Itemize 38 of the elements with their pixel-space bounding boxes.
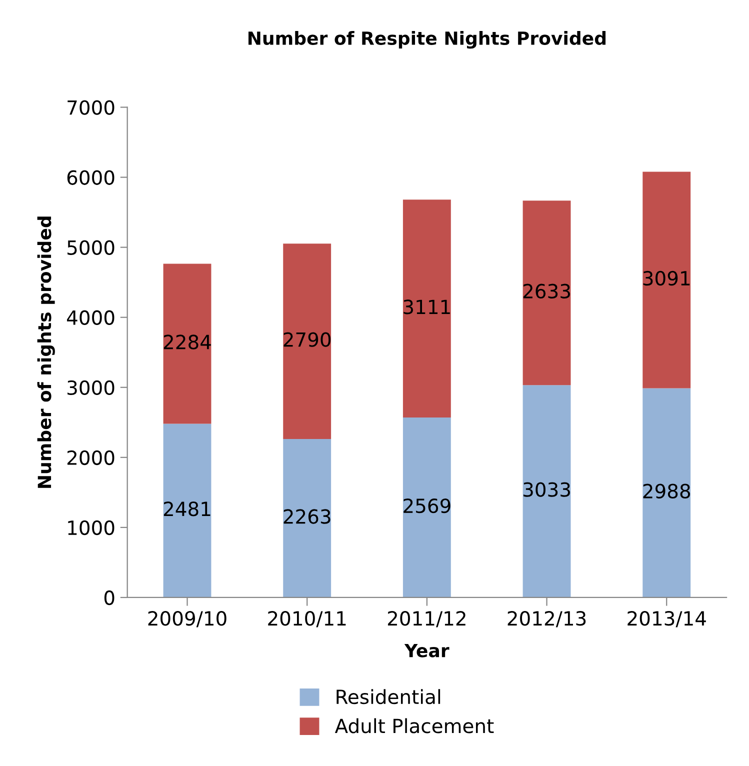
bar	[642, 172, 691, 388]
legend-label: Adult Placement	[334, 718, 494, 734]
bar	[163, 264, 212, 424]
x-tick-label: 2009/10	[148, 611, 226, 628]
x-axis-title: Year	[404, 644, 450, 658]
data-label: 3111	[404, 300, 450, 314]
data-label: 2633	[523, 284, 570, 299]
x-tick-label: 2010/11	[268, 611, 346, 628]
x-tick-label: 2012/13	[508, 611, 586, 628]
bar	[522, 200, 571, 386]
data-label: 3033	[524, 482, 570, 497]
data-label: 2790	[284, 332, 331, 347]
x-tick-label: 2011/12	[388, 611, 466, 628]
data-label: 2569	[404, 498, 450, 514]
y-tick-label: 2000	[67, 450, 114, 466]
y-tick-label: 0	[104, 590, 114, 606]
y-axis-title: Number of nights provided	[37, 216, 55, 488]
data-label: 3091	[643, 270, 690, 286]
bar	[163, 424, 212, 598]
bar	[402, 418, 451, 598]
y-tick-label: 5000	[68, 240, 114, 255]
x-tick-label: 2013/14	[628, 611, 706, 628]
bar	[642, 388, 691, 598]
bar	[522, 385, 571, 598]
y-tick-label: 1000	[68, 520, 114, 536]
y-tick-label: 7000	[68, 100, 114, 115]
bar	[283, 438, 332, 598]
data-label: 2263	[284, 509, 330, 524]
chart-title: Number of Respite Nights Provided	[248, 31, 606, 49]
y-tick-label: 4000	[66, 310, 114, 326]
data-label: 2988	[643, 484, 690, 498]
data-label: 2481	[164, 502, 210, 516]
y-tick-label: 3000	[68, 380, 114, 396]
bar	[283, 244, 332, 439]
legend-label: Residential	[336, 689, 440, 704]
y-tick-label: 6000	[67, 170, 114, 185]
data-label: 2284	[164, 334, 211, 350]
bar	[402, 200, 451, 418]
